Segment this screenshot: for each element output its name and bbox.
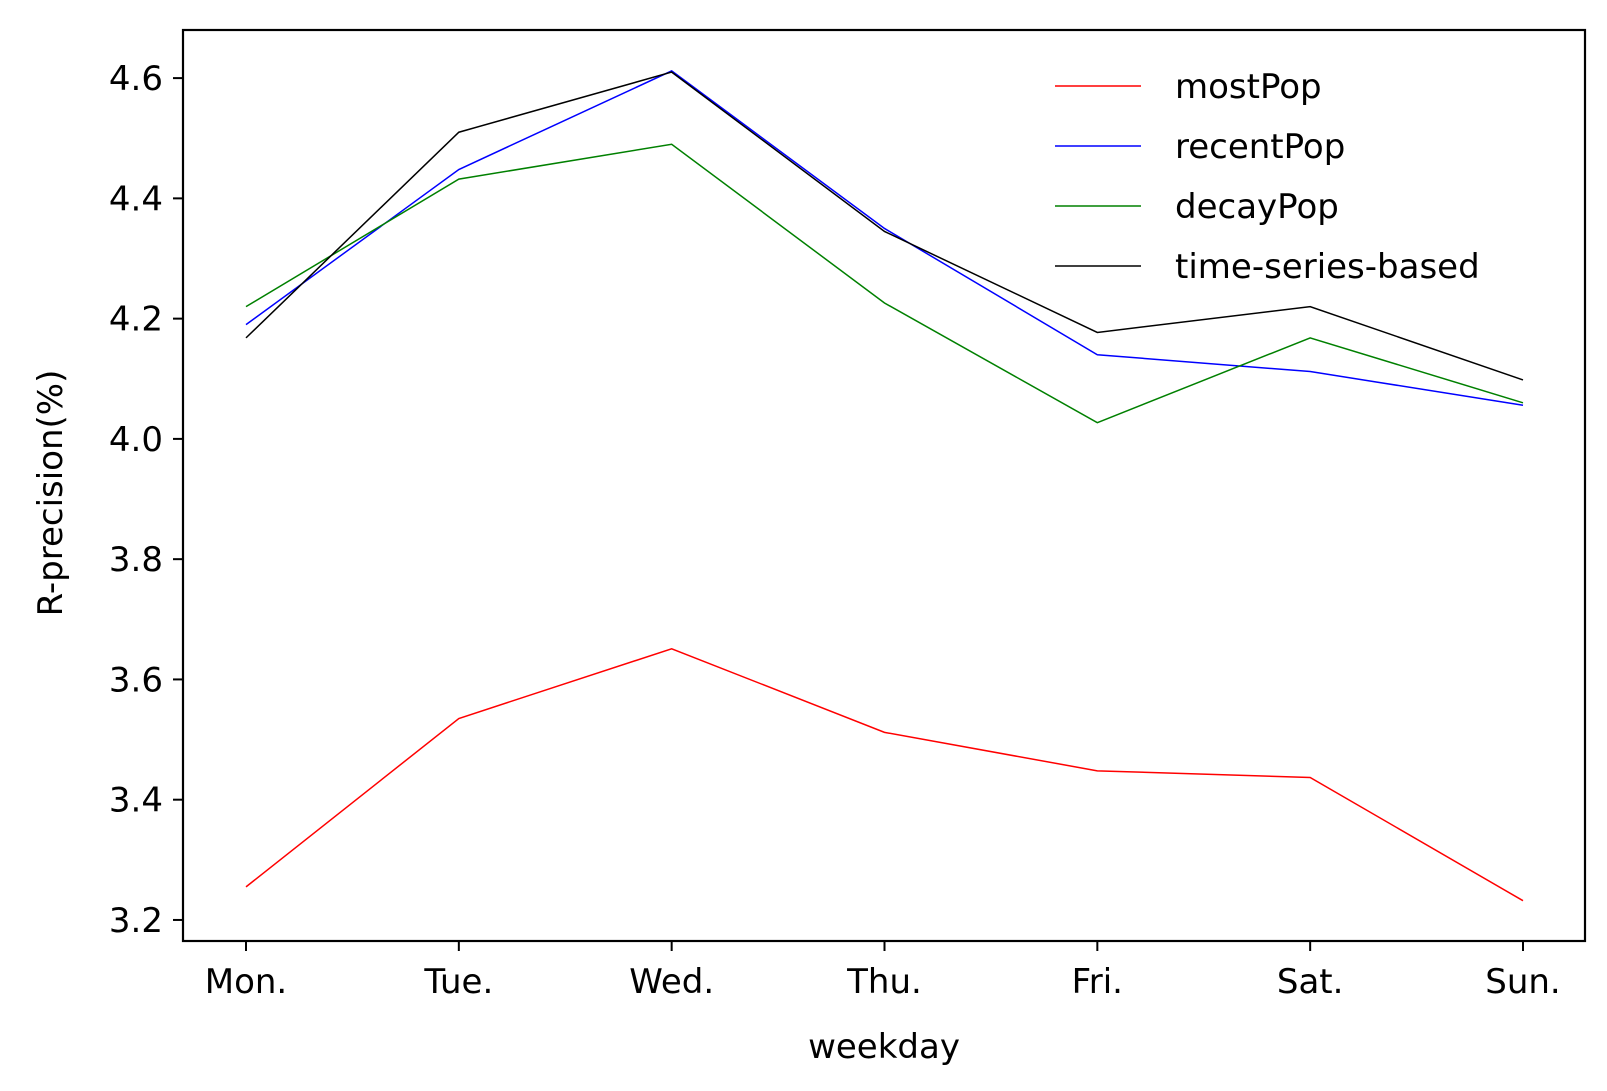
x-tick-label: Wed. [629,962,714,1002]
x-tick-label: Thu. [846,962,922,1002]
y-tick-label: 3.2 [109,901,163,941]
y-axis: 3.2 3.4 3.6 3.8 4.0 4.2 4.4 4.6 [109,59,183,941]
legend: mostPop recentPop decayPop time-series-base… [1055,67,1480,287]
legend-label-time-series-based: time-series-based [1175,247,1480,287]
legend-label-recentPop: recentPop [1175,127,1345,167]
x-tick-label: Mon. [205,962,288,1002]
y-tick-label: 4.2 [109,300,163,340]
series-line-time-series-based [245,71,1524,381]
x-tick-label: Sun. [1485,962,1561,1002]
x-axis: Mon. Tue. Wed. Thu. Fri. Sat. Sun. [205,941,1561,1002]
x-tick-label: Sat. [1277,962,1344,1002]
y-tick-label: 3.4 [109,781,163,821]
y-axis-title: R-precision(%) [31,370,71,617]
x-tick-label: Fri. [1072,962,1123,1002]
legend-label-mostPop: mostPop [1175,67,1322,107]
y-tick-label: 4.0 [109,420,163,460]
y-tick-label: 4.6 [109,59,163,99]
legend-label-decayPop: decayPop [1175,187,1339,227]
series-line-recentPop [245,70,1524,406]
y-tick-label: 4.4 [109,179,163,219]
y-tick-label: 3.6 [109,660,163,700]
plot-frame [181,28,1587,943]
x-tick-label: Tue. [423,962,493,1002]
y-tick-label: 3.8 [109,540,163,580]
x-axis-title: weekday [808,1027,960,1067]
series-layer [245,70,1524,902]
series-line-decayPop [245,143,1524,424]
series-line-mostPop [245,647,1524,902]
